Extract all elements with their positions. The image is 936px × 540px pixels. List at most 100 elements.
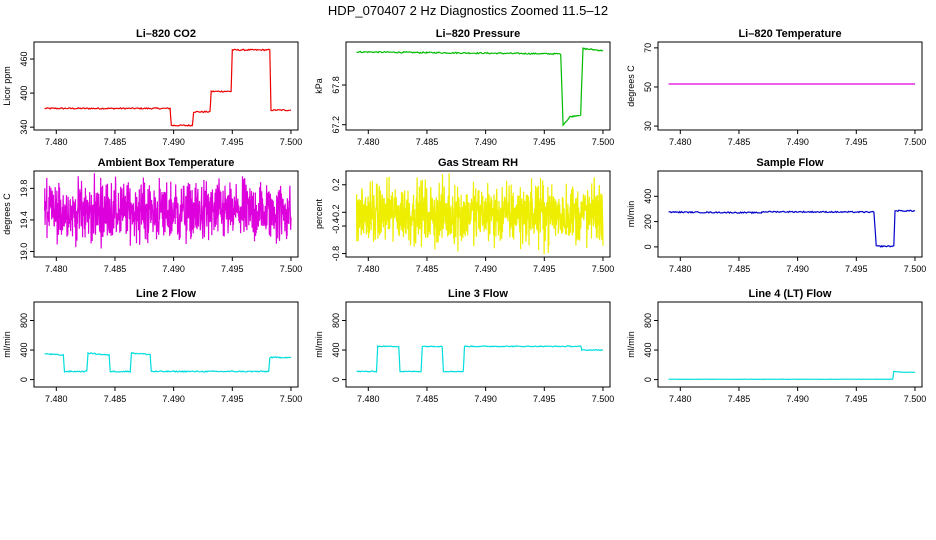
panel-7: Line 2 Flow 7.480 7.485 7.490 7.495 7.500 0 400… bbox=[2, 288, 302, 404]
series-line bbox=[44, 351, 292, 374]
x-tick-label: 7.490 bbox=[474, 264, 497, 274]
x-tick-label: 7.495 bbox=[533, 264, 556, 274]
x-tick-label: 7.495 bbox=[845, 137, 868, 147]
y-tick-label: 19.4 bbox=[19, 211, 29, 229]
y-axis-label: Licor ppm bbox=[2, 66, 12, 106]
plot-frame bbox=[345, 41, 611, 131]
y-axis-label: kPa bbox=[314, 78, 324, 94]
x-tick-label: 7.480 bbox=[669, 137, 692, 147]
x-tick-label: 7.490 bbox=[474, 137, 497, 147]
y-tick-label: 50 bbox=[643, 82, 653, 92]
panel-1: Li–820 CO2 7.480 7.485 7.490 7.495 7.500 340 40… bbox=[2, 28, 302, 147]
x-tick-label: 7.490 bbox=[162, 137, 185, 147]
y-tick-label: 67.2 bbox=[331, 116, 341, 134]
y-axis-label: percent bbox=[314, 198, 324, 229]
plot-frame bbox=[345, 301, 611, 388]
x-tick-label: 7.500 bbox=[592, 394, 615, 404]
x-tick-label: 7.485 bbox=[728, 264, 751, 274]
x-tick-label: 7.500 bbox=[280, 394, 303, 404]
figure-title: HDP_070407 2 Hz Diagnostics Zoomed 11.5–… bbox=[328, 3, 608, 18]
series-line bbox=[356, 345, 604, 373]
y-tick-label: -0.8 bbox=[331, 246, 341, 262]
series-line bbox=[668, 370, 916, 381]
x-tick-label: 7.485 bbox=[416, 137, 439, 147]
x-tick-label: 7.485 bbox=[728, 137, 751, 147]
y-tick-label: 200 bbox=[643, 214, 653, 229]
x-tick-label: 7.490 bbox=[474, 394, 497, 404]
y-axis-label: ml/min bbox=[626, 331, 636, 358]
y-tick-label: 0 bbox=[331, 377, 341, 382]
plot-frame bbox=[657, 301, 923, 388]
panel-title: Sample Flow bbox=[756, 157, 824, 169]
y-tick-label: 400 bbox=[643, 343, 653, 358]
x-tick-label: 7.485 bbox=[728, 394, 751, 404]
y-axis-label: ml/min bbox=[626, 201, 636, 228]
series-line bbox=[356, 173, 604, 255]
y-axis-label: ml/min bbox=[2, 331, 12, 358]
y-axis-label: degrees C bbox=[626, 65, 636, 107]
x-tick-label: 7.485 bbox=[104, 264, 127, 274]
y-tick-label: 460 bbox=[19, 52, 29, 67]
y-tick-label: 70 bbox=[643, 43, 653, 53]
x-tick-label: 7.500 bbox=[904, 394, 927, 404]
x-tick-label: 7.490 bbox=[786, 394, 809, 404]
x-tick-label: 7.500 bbox=[592, 264, 615, 274]
y-tick-label: 19.8 bbox=[19, 180, 29, 198]
x-tick-label: 7.495 bbox=[533, 137, 556, 147]
x-tick-label: 7.500 bbox=[592, 137, 615, 147]
plot-frame bbox=[657, 41, 923, 131]
y-tick-label: 0 bbox=[643, 244, 653, 249]
x-tick-label: 7.495 bbox=[845, 394, 868, 404]
x-tick-label: 7.490 bbox=[162, 394, 185, 404]
panel-5: Gas Stream RH 7.480 7.485 7.490 7.495 7.500 -0… bbox=[314, 157, 614, 274]
x-tick-label: 7.485 bbox=[416, 394, 439, 404]
panel-title: Li–820 Pressure bbox=[436, 28, 520, 40]
panel-title: Line 3 Flow bbox=[448, 288, 508, 300]
y-tick-label: 340 bbox=[19, 120, 29, 135]
x-tick-label: 7.500 bbox=[904, 264, 927, 274]
panel-title: Li–820 CO2 bbox=[136, 28, 196, 40]
x-tick-label: 7.485 bbox=[104, 137, 127, 147]
x-tick-label: 7.495 bbox=[221, 137, 244, 147]
y-tick-label: -0.2 bbox=[331, 205, 341, 221]
y-tick-label: 0 bbox=[19, 377, 29, 382]
series-line bbox=[356, 46, 604, 127]
panel-title: Gas Stream RH bbox=[438, 157, 518, 169]
x-tick-label: 7.480 bbox=[669, 394, 692, 404]
panel-title: Li–820 Temperature bbox=[738, 28, 841, 40]
x-tick-label: 7.495 bbox=[221, 264, 244, 274]
y-tick-label: 400 bbox=[331, 343, 341, 358]
y-tick-label: -0.4 bbox=[331, 218, 341, 234]
y-tick-label: 800 bbox=[331, 313, 341, 328]
panel-3: Li–820 Temperature 7.480 7.485 7.490 7.495 7.… bbox=[626, 28, 926, 147]
x-tick-label: 7.480 bbox=[45, 394, 68, 404]
chart-panels: Li–820 CO2 7.480 7.485 7.490 7.495 7.500 340 40… bbox=[2, 28, 926, 404]
panel-6: Sample Flow 7.480 7.485 7.490 7.495 7.500 0 200… bbox=[626, 157, 926, 274]
x-tick-label: 7.495 bbox=[845, 264, 868, 274]
plot-frame bbox=[33, 41, 299, 131]
x-tick-label: 7.485 bbox=[104, 394, 127, 404]
x-tick-label: 7.500 bbox=[280, 137, 303, 147]
x-tick-label: 7.495 bbox=[221, 394, 244, 404]
plot-frame bbox=[33, 301, 299, 388]
x-tick-label: 7.490 bbox=[786, 264, 809, 274]
y-tick-label: 400 bbox=[19, 343, 29, 358]
y-tick-label: 30 bbox=[643, 121, 653, 131]
y-axis-label: degrees C bbox=[2, 193, 12, 235]
y-axis-label: ml/min bbox=[314, 331, 324, 358]
series-line bbox=[44, 48, 292, 127]
y-tick-label: 800 bbox=[643, 313, 653, 328]
panel-title: Line 2 Flow bbox=[136, 288, 196, 300]
panel-8: Line 3 Flow 7.480 7.485 7.490 7.495 7.500 0 400… bbox=[314, 288, 614, 404]
x-tick-label: 7.500 bbox=[280, 264, 303, 274]
y-tick-label: 19.0 bbox=[19, 243, 29, 261]
x-tick-label: 7.485 bbox=[416, 264, 439, 274]
x-tick-label: 7.495 bbox=[533, 394, 556, 404]
panel-2: Li–820 Pressure 7.480 7.485 7.490 7.495 7.500… bbox=[314, 28, 614, 147]
y-tick-label: 0.2 bbox=[331, 179, 341, 192]
x-tick-label: 7.490 bbox=[786, 137, 809, 147]
x-tick-label: 7.490 bbox=[162, 264, 185, 274]
series-line bbox=[668, 209, 916, 248]
plot-frame bbox=[33, 170, 299, 258]
